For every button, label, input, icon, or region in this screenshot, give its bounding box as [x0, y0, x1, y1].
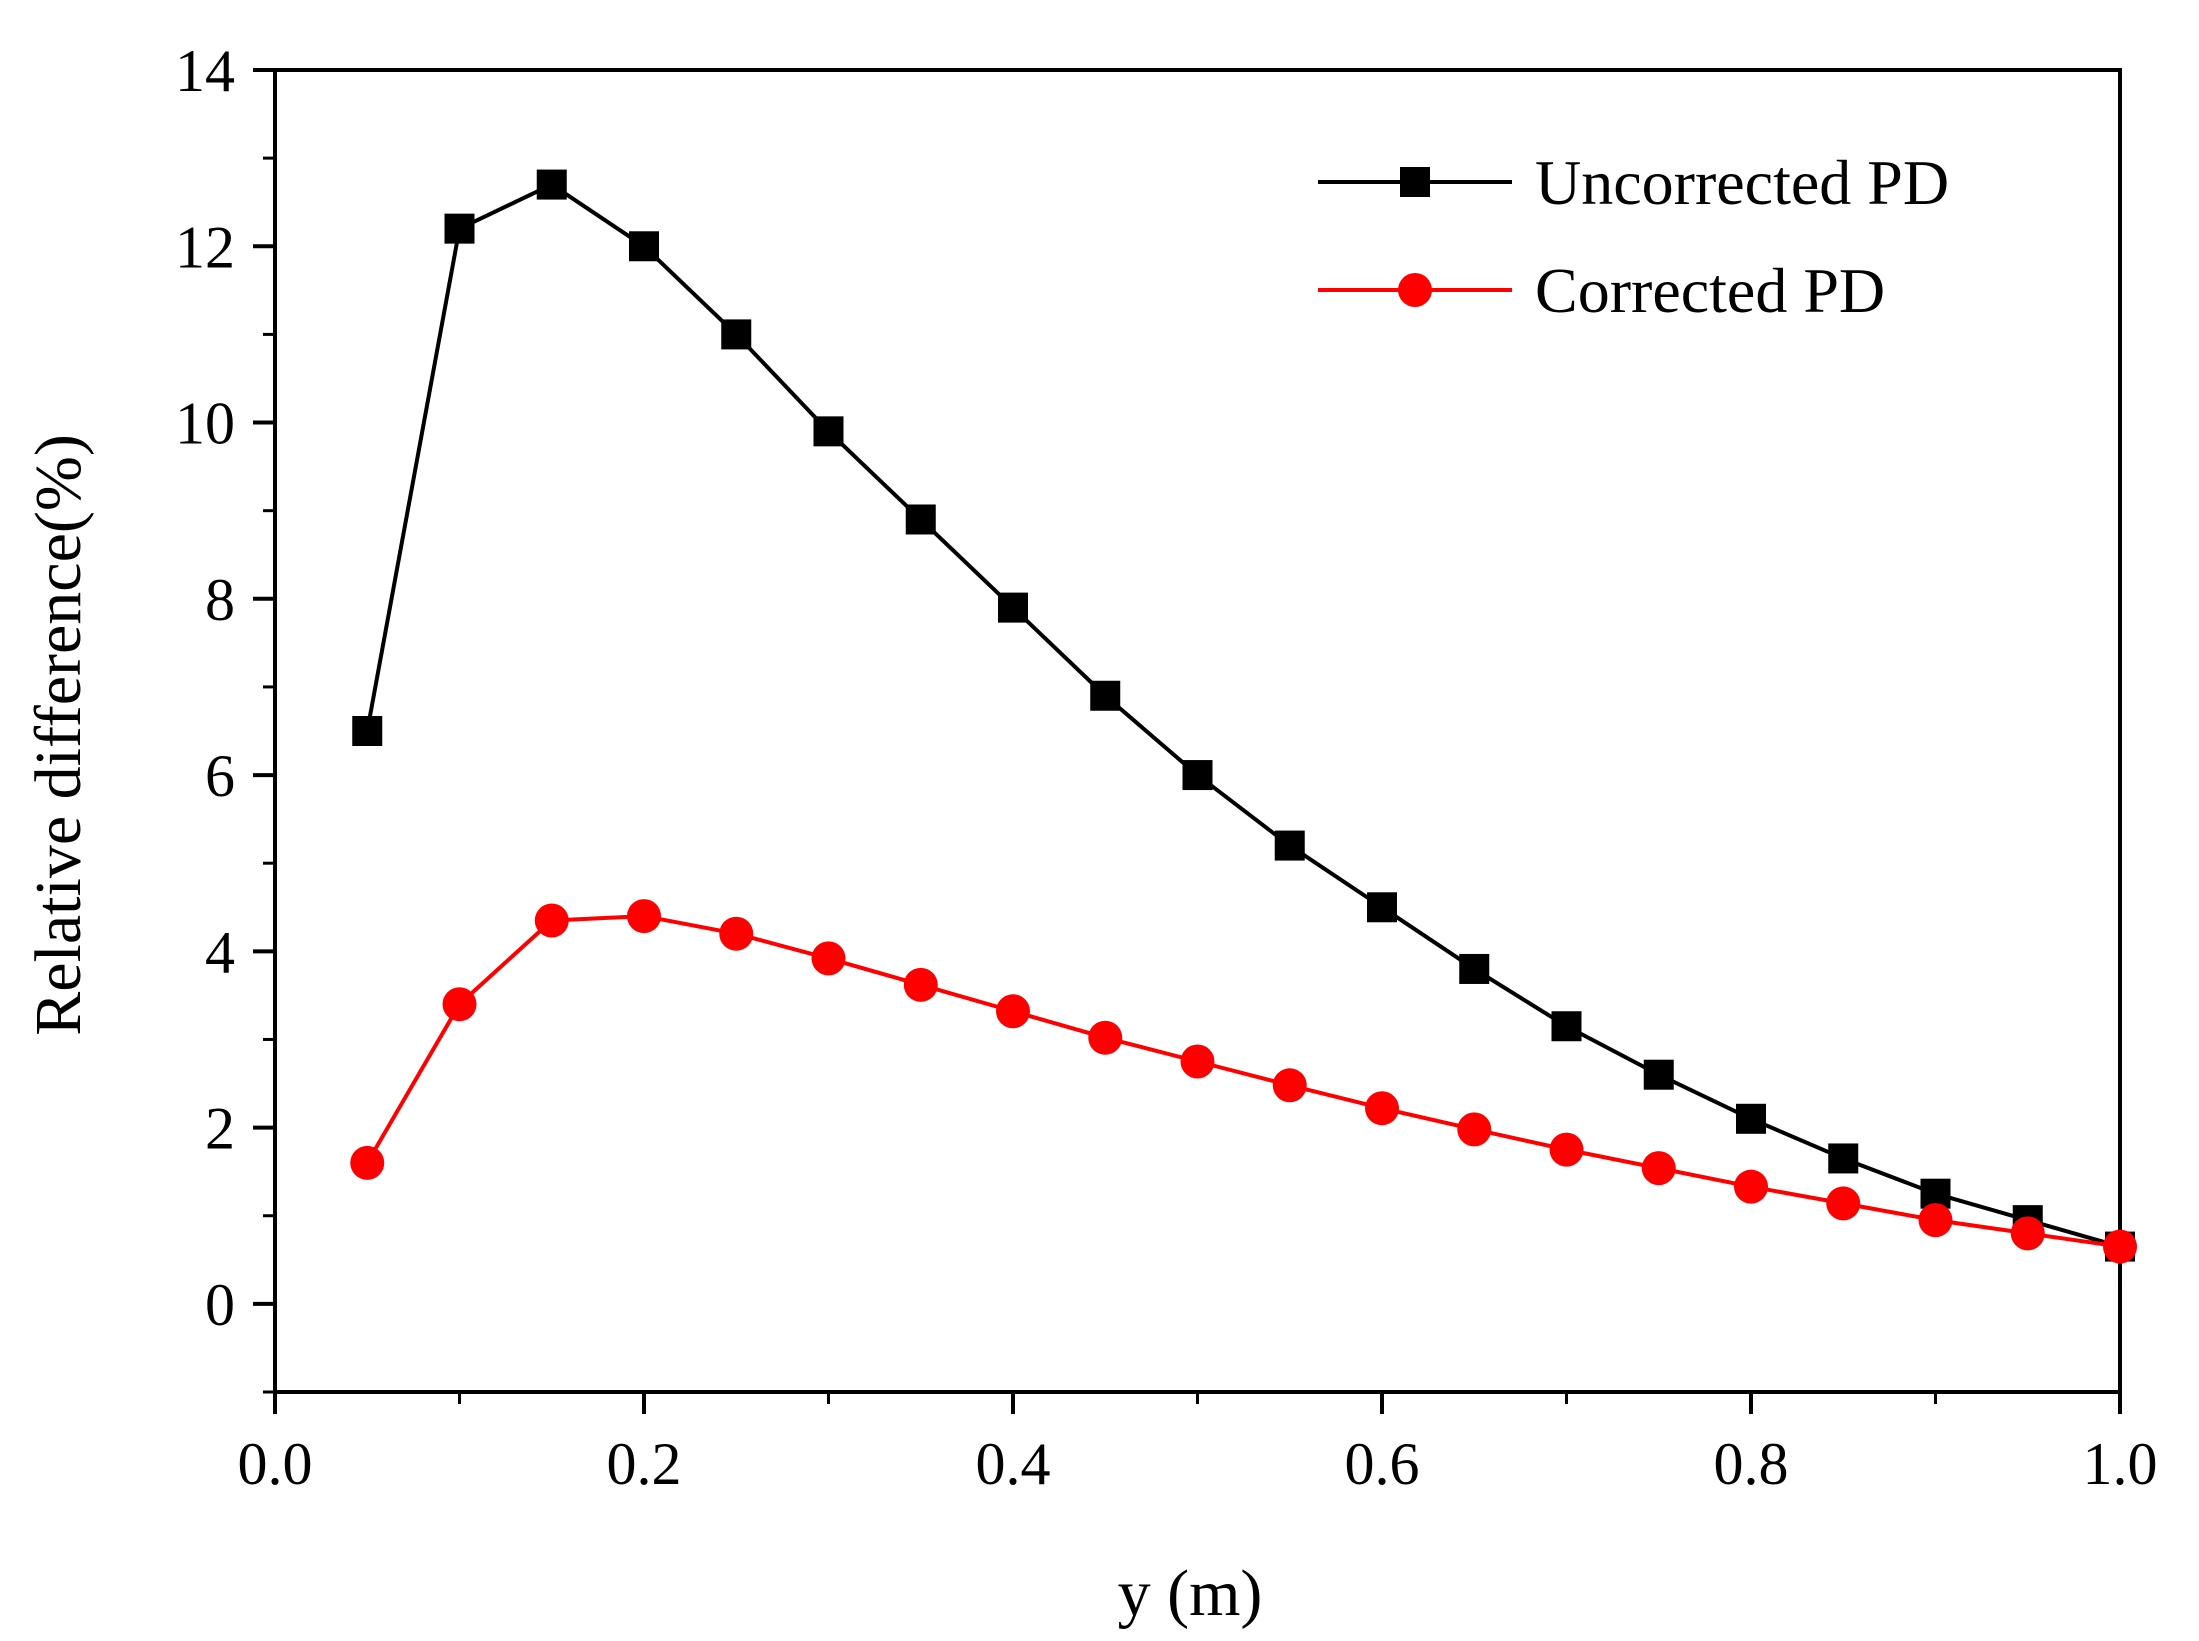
data-point-corrected [1826, 1186, 1861, 1221]
x-tick-label: 0.0 [238, 1431, 313, 1497]
data-point-corrected [1918, 1203, 1953, 1238]
data-point-corrected [1734, 1169, 1768, 1204]
data-point-uncorrected [813, 416, 844, 447]
legend-marker-square [1400, 167, 1430, 197]
data-point-uncorrected [1367, 892, 1397, 923]
data-point-uncorrected [998, 592, 1028, 623]
x-tick-label: 0.6 [1345, 1431, 1420, 1497]
data-point-uncorrected [629, 231, 659, 262]
x-tick-label: 0.8 [1714, 1431, 1789, 1497]
data-point-uncorrected [1274, 830, 1305, 861]
legend-label-1: Corrected PD [1535, 255, 1885, 326]
data-point-uncorrected [905, 504, 936, 535]
legend-marker-circle [1398, 273, 1432, 307]
data-point-uncorrected [721, 319, 752, 350]
data-point-uncorrected [1551, 1011, 1582, 1042]
data-point-uncorrected [444, 213, 475, 244]
data-point-corrected [2103, 1229, 2137, 1264]
y-tick-label: 8 [205, 567, 235, 633]
data-point-corrected [1549, 1132, 1584, 1167]
data-point-corrected [1272, 1068, 1307, 1103]
data-point-uncorrected [1459, 953, 1490, 984]
y-tick-label: 0 [205, 1272, 235, 1338]
data-point-uncorrected [352, 716, 383, 746]
x-axis-title: y (m) [1118, 1557, 1263, 1630]
y-axis-title: Relative difference(%) [22, 434, 95, 1036]
data-point-corrected [1641, 1151, 1676, 1186]
legend: Uncorrected PD Corrected PD [1318, 147, 1949, 326]
y-tick-label: 12 [175, 214, 235, 280]
data-point-corrected [1088, 1020, 1123, 1055]
data-point-corrected [996, 994, 1030, 1029]
data-point-corrected [534, 903, 569, 938]
data-point-uncorrected [1090, 680, 1121, 711]
data-point-uncorrected [1643, 1059, 1674, 1090]
data-point-corrected [350, 1145, 385, 1180]
y-tick-label: 2 [205, 1096, 235, 1162]
data-point-corrected [811, 941, 846, 976]
data-point-corrected [1365, 1091, 1399, 1126]
data-point-corrected [1180, 1044, 1215, 1079]
data-point-uncorrected [1182, 760, 1213, 791]
x-tick-label: 0.2 [607, 1431, 682, 1497]
axes: 0.0 0.2 0.4 0.6 0.8 1.0 0 2 4 6 8 10 12 14 [175, 38, 2158, 1497]
y-tick-label: 10 [175, 391, 235, 457]
x-tick-label: 1.0 [2083, 1431, 2158, 1497]
legend-label-0: Uncorrected PD [1535, 147, 1949, 218]
data-point-uncorrected [1736, 1103, 1766, 1134]
y-tick-label: 6 [205, 743, 235, 809]
data-point-uncorrected [536, 169, 567, 200]
y-tick-label: 4 [205, 919, 235, 985]
data-point-uncorrected [1828, 1143, 1859, 1174]
series-line-0 [365, 182, 2121, 1249]
data-point-corrected [2010, 1216, 2045, 1251]
data-point-corrected [903, 967, 938, 1002]
data-point-corrected [719, 916, 754, 951]
series-layer [350, 169, 2137, 1264]
data-point-corrected [1457, 1112, 1492, 1147]
data-point-corrected [627, 899, 661, 934]
data-point-corrected [442, 987, 477, 1022]
y-tick-label: 14 [175, 38, 235, 104]
x-tick-label: 0.4 [976, 1431, 1051, 1497]
